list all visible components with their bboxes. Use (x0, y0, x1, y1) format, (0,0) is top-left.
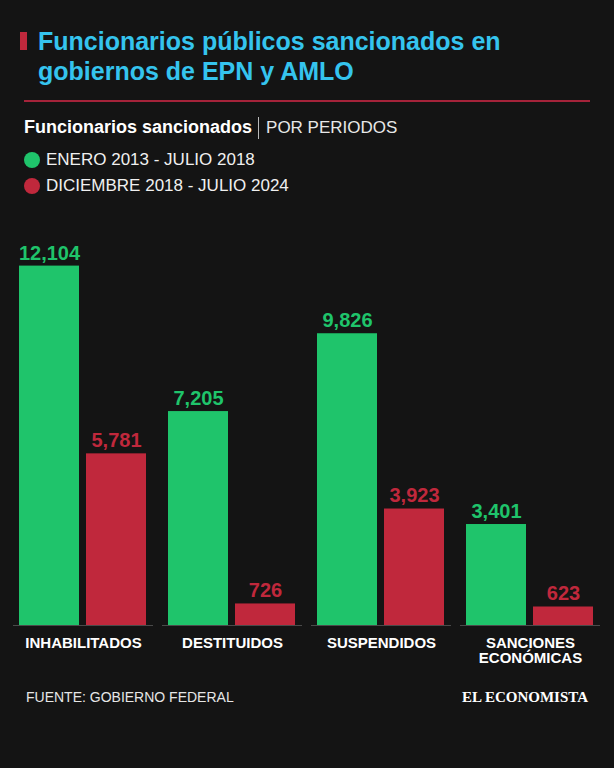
svg-text:623: 623 (547, 582, 580, 604)
html-text:POR PERIODOS: POR PERIODOS (266, 118, 398, 137)
svg-text:726: 726 (249, 579, 282, 601)
html-text:FUENTE: GOBIERNO FEDERAL: FUENTE: GOBIERNO FEDERAL (26, 689, 234, 705)
svg-text:3,923: 3,923 (389, 484, 439, 506)
html-text:EL ECONOMISTA: EL ECONOMISTA (462, 689, 588, 705)
svg-text:7,205: 7,205 (173, 387, 223, 409)
svg-text:INHABILITADOS: INHABILITADOS (25, 634, 141, 651)
svg-text:5,781: 5,781 (91, 429, 141, 451)
svg-text:12,104: 12,104 (19, 242, 81, 264)
svg-text:SANCIONESECONÓMICAS: SANCIONESECONÓMICAS (479, 634, 582, 666)
html-text:DICIEMBRE 2018 - JULIO 2024: DICIEMBRE 2018 - JULIO 2024 (46, 176, 289, 195)
svg-text:SUSPENDIDOS: SUSPENDIDOS (327, 634, 436, 651)
html-text:ENERO 2013 - JULIO 2018: ENERO 2013 - JULIO 2018 (46, 150, 255, 169)
html-text:Funcionarios sancionados: Funcionarios sancionados (24, 117, 252, 137)
html-text:Funcionarios públicos sanciona: Funcionarios públicos sancionados en gob… (38, 27, 501, 85)
svg-text:DESTITUIDOS: DESTITUIDOS (182, 634, 283, 651)
svg-text:9,826: 9,826 (322, 309, 372, 331)
svg-text:3,401: 3,401 (471, 500, 521, 522)
